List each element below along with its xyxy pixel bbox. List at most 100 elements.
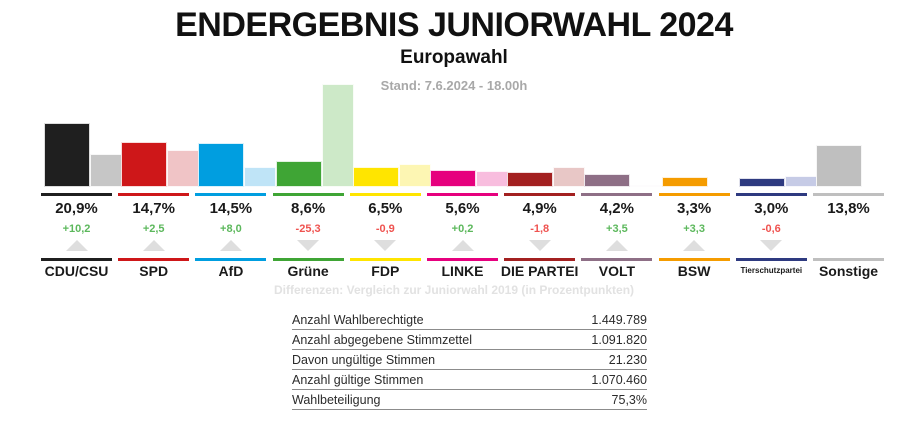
party-percentage: 4,2%	[599, 200, 634, 217]
party-name-label: AfD	[218, 263, 244, 279]
party-rule-top	[118, 193, 190, 196]
bar-current-election	[507, 172, 554, 187]
party-rule-top	[272, 193, 344, 196]
party-name-label: DIE PARTEI	[500, 263, 579, 279]
party-rule-top	[813, 193, 884, 196]
bar-group	[733, 77, 817, 187]
party-difference: +8,0	[220, 223, 242, 235]
bar-group	[810, 77, 887, 187]
party-rule-bottom	[41, 258, 112, 261]
table-row: Anzahl abgegebene Stimmzettel 1.091.820	[292, 330, 647, 350]
party-column: 14,5% +8,0 AfD	[192, 60, 277, 280]
bar-current-election	[44, 123, 90, 187]
table-row: Wahlbeteiligung 75,3%	[292, 390, 647, 410]
party-column: 8,6% -25,3 Grüne	[270, 60, 354, 280]
party-name-label: SPD	[139, 263, 169, 279]
party-rule-bottom	[349, 258, 421, 261]
table-row: Davon ungültige Stimmen 21.230	[292, 350, 647, 370]
party-column: 13,8% Sonstige	[810, 60, 887, 280]
party-percentage: 13,8%	[827, 200, 870, 217]
party-rule-top	[349, 193, 421, 196]
bar-current-election	[352, 167, 399, 187]
party-difference: +3,3	[683, 223, 705, 235]
bar-current-election	[121, 142, 168, 187]
turnout-statistics-table: Anzahl Wahlberechtigte 1.449.789 Anzahl ab…	[292, 310, 647, 410]
party-name-label: FDP	[371, 263, 400, 279]
triangle-up-icon	[451, 240, 474, 251]
bar-group	[270, 77, 354, 187]
party-name-label: LINKE	[441, 263, 484, 279]
chart-footnote: Differenzen: Vergleich zur Juniorwahl 20…	[273, 283, 635, 297]
party-column: 14,7% +2,5 SPD	[115, 60, 200, 280]
party-difference: +2,5	[142, 223, 165, 235]
bar-group	[38, 77, 122, 187]
party-rule-bottom	[735, 258, 807, 261]
triangle-down-icon	[760, 240, 783, 251]
bar-current-election	[198, 142, 245, 187]
triangle-up-icon	[142, 240, 165, 251]
bar-group	[347, 77, 431, 187]
triangle-up-icon	[219, 240, 242, 251]
party-rule-top	[195, 193, 267, 196]
bar-group	[578, 77, 663, 187]
party-column: 20,9% +10,2 CDU/CSU	[38, 60, 122, 280]
party-name-label: Tierschutzpartei	[740, 266, 803, 275]
party-difference: +0,2	[451, 223, 474, 235]
bar-group	[656, 77, 733, 187]
party-rule-top	[427, 193, 498, 196]
bar-group	[115, 77, 200, 187]
timestamp-label: Stand: 7.6.2024 - 18.00h	[380, 78, 528, 93]
party-difference: -0,6	[761, 223, 781, 235]
results-bar-chart: 20,9% +10,2 CDU/CSU 14,7% +2,5 SPD 14,5% +8,0 Af…	[38, 60, 888, 280]
bar-group	[501, 77, 586, 187]
page-subtitle: Europawahl	[400, 47, 508, 68]
table-row-label: Wahlbeteiligung	[292, 392, 381, 407]
table-row: Anzahl gültige Stimmen 1.070.460	[292, 370, 647, 390]
bar-group	[192, 77, 277, 187]
party-rule-bottom	[427, 258, 498, 261]
party-difference: +3,5	[606, 223, 628, 235]
party-percentage: 14,7%	[132, 200, 175, 217]
party-difference: -1,8	[530, 223, 550, 235]
triangle-up-icon	[65, 240, 88, 251]
bar-previous-election	[90, 154, 122, 187]
table-row-label: Anzahl abgegebene Stimmzettel	[292, 332, 472, 347]
triangle-down-icon	[297, 240, 320, 251]
party-percentage: 3,3%	[676, 200, 712, 217]
table-row-value: 1.070.460	[591, 372, 647, 387]
bar-group	[424, 77, 508, 187]
page-title: ENDERGEBNIS JUNIORWAHL 2024	[175, 6, 733, 44]
party-column: 4,9% -1,8 DIE PARTEI	[501, 60, 586, 280]
bar-current-election	[816, 144, 862, 187]
party-name-label: CDU/CSU	[44, 263, 109, 279]
party-percentage: 14,5%	[209, 200, 253, 217]
party-rule-top	[581, 193, 653, 196]
table-row-label: Davon ungültige Stimmen	[292, 352, 436, 367]
party-column: 3,0% -0,6 Tierschutzpartei	[733, 60, 817, 280]
table-row: Anzahl Wahlberechtigte 1.449.789	[292, 310, 647, 330]
table-row-value: 1.449.789	[591, 312, 647, 327]
party-name-label: Sonstige	[818, 263, 879, 279]
triangle-down-icon	[374, 240, 397, 251]
party-percentage: 6,5%	[368, 200, 403, 217]
bar-current-election	[430, 169, 476, 187]
party-rule-bottom	[504, 258, 576, 261]
party-rule-bottom	[813, 258, 884, 261]
table-row-label: Anzahl Wahlberechtigte	[292, 312, 424, 327]
table-row-value: 75,3%	[611, 392, 647, 407]
table-row-value: 1.091.820	[591, 332, 647, 347]
party-rule-bottom	[272, 258, 344, 261]
party-column: 4,2% +3,5 VOLT	[578, 60, 663, 280]
bar-current-election	[661, 176, 708, 187]
party-column: 3,3% +3,3 BSW	[656, 60, 733, 280]
party-rule-bottom	[118, 258, 190, 261]
party-rule-top	[504, 193, 576, 196]
party-rule-top	[658, 193, 730, 196]
party-column: 6,5% -0,9 FDP	[347, 60, 431, 280]
party-rule-bottom	[195, 258, 267, 261]
party-name-label: Grüne	[287, 263, 329, 279]
party-rule-top	[41, 193, 112, 196]
bar-current-election	[584, 174, 631, 187]
party-rule-top	[735, 193, 807, 196]
party-percentage: 3,0%	[754, 200, 789, 217]
